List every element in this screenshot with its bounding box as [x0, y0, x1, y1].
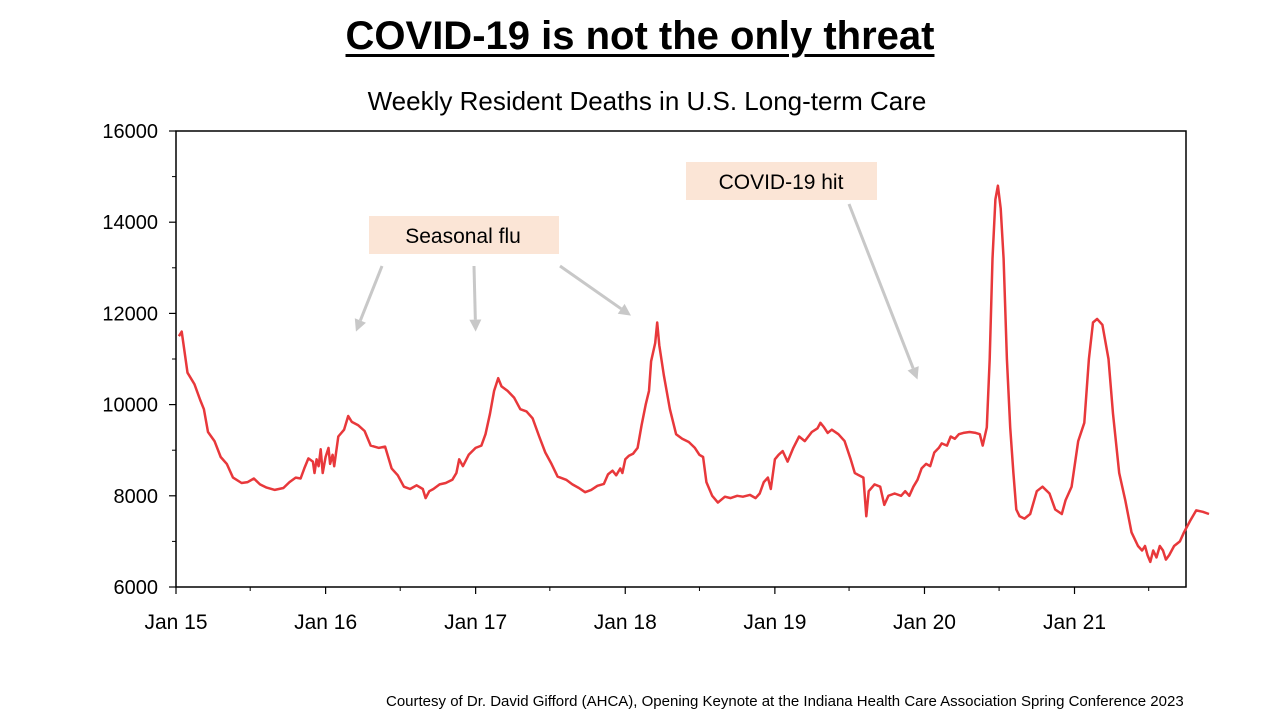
chart-title: Weekly Resident Deaths in U.S. Long-term… [368, 86, 927, 116]
annotation-label-covid: COVID-19 hit [719, 171, 844, 194]
y-tick-label: 10000 [102, 395, 158, 417]
annotation-arrowhead-flu [617, 303, 631, 316]
series-line-0 [177, 184, 1210, 564]
x-tick-label: Jan 15 [144, 611, 207, 634]
annotation-arrowhead-flu [469, 319, 482, 332]
credit-line: Courtesy of Dr. David Gifford (AHCA), Op… [386, 693, 1184, 710]
x-tick-label: Jan 16 [294, 611, 357, 634]
annotation-arrow-flu [559, 264, 623, 311]
annotation-arrow-covid [847, 203, 915, 369]
x-tick-label: Jan 19 [743, 611, 806, 634]
y-tick-label: 8000 [114, 486, 159, 508]
y-tick-label: 16000 [102, 121, 158, 143]
x-tick-label: Jan 20 [893, 611, 956, 634]
y-tick-label: 6000 [114, 577, 159, 599]
chart-svg: Weekly Resident Deaths in U.S. Long-term… [102, 86, 1210, 634]
annotation-arrow-flu [472, 265, 477, 320]
y-tick-label: 14000 [102, 212, 158, 234]
slide-headline: COVID-19 is not the only threat [345, 14, 935, 58]
annotation-arrowhead-covid [907, 366, 919, 380]
y-tick-label: 12000 [102, 303, 158, 325]
x-tick-label: Jan 18 [594, 611, 657, 634]
annotation-arrow-flu [358, 265, 384, 322]
annotation-box-flu [369, 216, 559, 254]
x-tick-label: Jan 17 [444, 611, 507, 634]
x-tick-label: Jan 21 [1043, 611, 1106, 634]
annotation-label-flu: Seasonal flu [405, 225, 521, 248]
plot-frame [175, 130, 1187, 588]
annotation-box-covid [686, 162, 877, 200]
annotation-arrowhead-flu [354, 318, 366, 332]
